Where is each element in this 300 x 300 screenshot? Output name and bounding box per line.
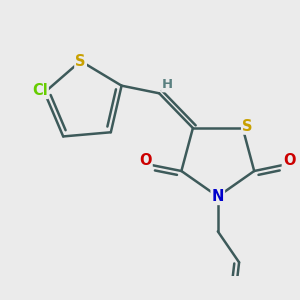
Text: S: S — [242, 118, 253, 134]
Text: N: N — [212, 189, 224, 204]
Text: O: O — [139, 153, 152, 168]
Text: H: H — [162, 78, 173, 91]
Text: S: S — [75, 53, 86, 68]
Text: Cl: Cl — [32, 83, 48, 98]
Text: O: O — [283, 153, 295, 168]
